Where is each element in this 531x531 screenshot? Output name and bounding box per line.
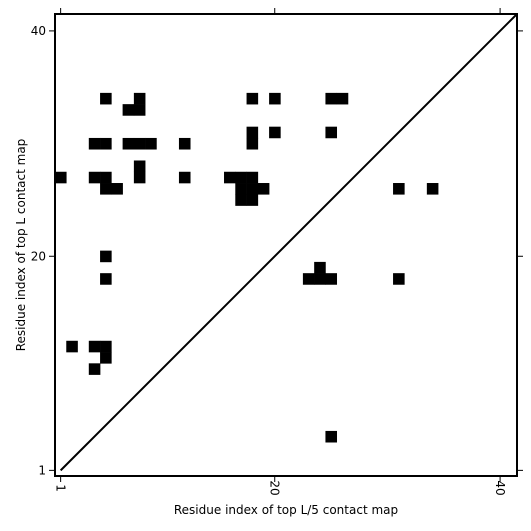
contact-cell: [393, 183, 405, 195]
contact-cell: [178, 137, 191, 150]
contact-cell: [133, 92, 146, 105]
contact-cell: [302, 273, 315, 285]
contact-cell: [100, 92, 112, 105]
x-tick-label: 20: [268, 480, 282, 495]
contact-cell: [235, 171, 247, 184]
contact-cell: [325, 430, 338, 443]
contact-cell: [235, 194, 247, 206]
contact-cell: [246, 92, 259, 105]
contact-cell: [314, 261, 326, 274]
contact-cell: [325, 92, 338, 105]
contact-cell: [122, 137, 135, 150]
contact-cell: [145, 137, 157, 150]
y-tick-label: 1: [38, 463, 46, 477]
contact-cell: [269, 126, 281, 139]
contact-cell: [88, 171, 101, 184]
contact-cell: [133, 104, 146, 116]
plot-frame: [54, 13, 518, 477]
contact-cell: [100, 137, 112, 150]
contact-cells: [55, 92, 439, 443]
contact-cell: [133, 137, 146, 150]
contact-cell: [393, 273, 405, 285]
contact-cell: [246, 171, 259, 184]
x-tick-label: 1: [54, 484, 68, 492]
contact-cell: [100, 171, 112, 184]
contact-cell: [246, 194, 259, 206]
contact-cell: [235, 183, 247, 195]
contact-cell: [88, 363, 101, 375]
x-tick-label: 40: [493, 480, 507, 495]
contact-cell: [133, 171, 146, 184]
contact-cell: [325, 273, 338, 285]
contact-cell: [314, 273, 326, 285]
contact-cell: [133, 160, 146, 173]
x-ticks: 1 20 40: [54, 8, 507, 496]
diagonal-line: [59, 13, 518, 472]
contact-cell: [178, 171, 191, 184]
contact-cell: [257, 183, 270, 195]
contact-cell: [325, 126, 338, 139]
contact-cell: [100, 352, 112, 364]
contact-cell: [55, 171, 67, 184]
contact-cell: [66, 340, 78, 353]
contact-cell: [100, 250, 112, 263]
x-axis-label: Residue index of top L/5 contact map: [174, 503, 398, 517]
contact-cell: [88, 137, 101, 150]
y-tick-label: 40: [31, 24, 46, 38]
contact-cell: [224, 171, 236, 184]
contact-cell: [269, 92, 281, 105]
contact-cell: [122, 104, 135, 116]
contact-cell: [426, 183, 439, 195]
contact-cell: [88, 340, 101, 353]
contact-cell: [111, 183, 123, 195]
contact-cell: [100, 273, 112, 285]
y-ticks: 1 20 40: [31, 24, 523, 477]
contact-cell: [100, 183, 112, 195]
contact-cell: [246, 137, 259, 150]
contact-cell: [100, 340, 112, 353]
contact-cell: [336, 92, 349, 105]
y-axis-label: Residue index of top L contact map: [14, 139, 28, 352]
y-tick-label: 20: [31, 249, 46, 263]
contact-cell: [246, 126, 259, 139]
contact-cell: [246, 183, 259, 195]
